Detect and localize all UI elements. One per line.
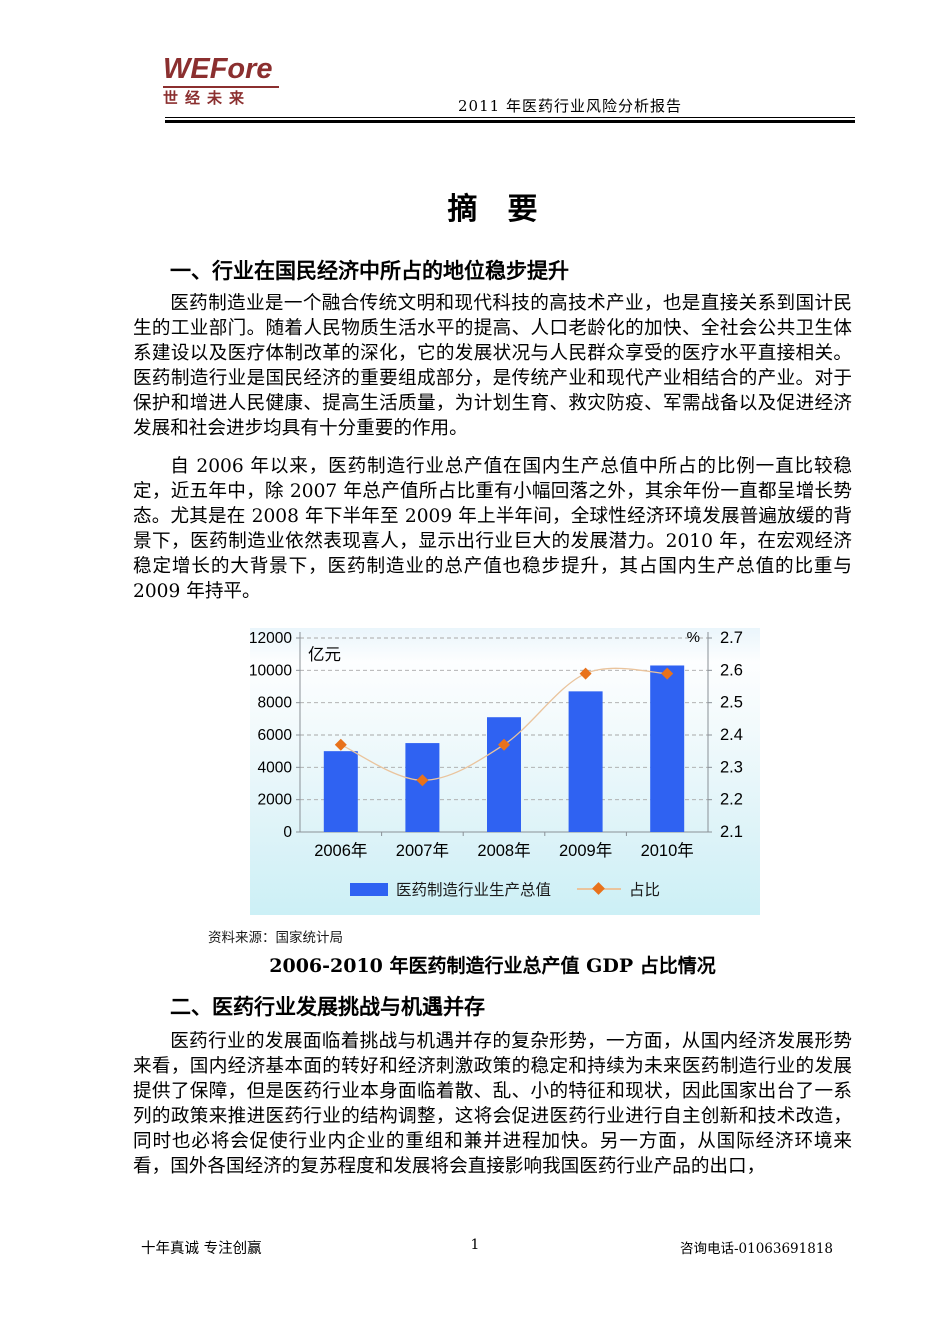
paragraph: 医药制造业是一个融合传统文明和现代科技的高技术产业，也是直接关系到国计民生的工业…: [133, 293, 852, 439]
svg-text:2007年: 2007年: [396, 841, 449, 860]
logo-en-text: WEFore: [163, 53, 273, 85]
svg-text:2.3: 2.3: [720, 758, 743, 776]
chart-source: 资料来源：国家统计局: [208, 930, 343, 946]
svg-text:6000: 6000: [258, 727, 293, 744]
legend-line-label: 占比: [629, 882, 661, 899]
svg-text:2.7: 2.7: [720, 629, 743, 647]
logo-underline: [163, 86, 279, 88]
legend-item-line: 占比: [577, 878, 660, 900]
svg-text:12000: 12000: [250, 630, 292, 647]
svg-text:2008年: 2008年: [477, 841, 530, 860]
section-1-heading: 一、行业在国民经济中所占的地位稳步提升: [170, 260, 569, 283]
chart-container: 0 2000 4000 6000 8000 10000 12000 2.1 2.2 2.3 2.4 2…: [250, 628, 760, 915]
line-diamond-swatch-icon: [577, 882, 621, 895]
page-footer: 十年真诚 专注创赢 1 咨询电话-01063691818: [0, 1237, 950, 1257]
page-number: 1: [470, 1237, 480, 1253]
svg-text:8000: 8000: [258, 695, 293, 712]
wefore-logo: WEFore 世经未来: [163, 55, 279, 106]
section-2-heading: 二、医药行业发展挑战与机遇并存: [170, 996, 485, 1019]
legend-item-bar: 医药制造行业生产总值: [349, 878, 551, 900]
combo-chart-svg: 0 2000 4000 6000 8000 10000 12000 2.1 2.2 2.3 2.4 2…: [250, 629, 743, 860]
svg-text:2.4: 2.4: [720, 726, 743, 744]
logo-cn-text: 世经未来: [163, 90, 252, 107]
bar-swatch-icon: [349, 882, 388, 896]
svg-text:2.2: 2.2: [720, 791, 743, 809]
footer-phone: 咨询电话-01063691818: [679, 1241, 833, 1257]
svg-text:%: %: [687, 629, 700, 646]
paragraph: 自 2006 年以来，医药制造行业总产值在国内生产总值中所占的比例一直比较稳定，…: [133, 456, 852, 602]
footer-slogan: 十年真诚 专注创赢: [141, 1241, 262, 1257]
header-rule-thin: [165, 117, 855, 118]
page-title: 摘 要: [447, 193, 538, 226]
chart-legend: 医药制造行业生产总值 占比: [250, 878, 760, 900]
svg-text:亿元: 亿元: [308, 645, 341, 664]
header-rule-thick: [165, 120, 855, 123]
svg-text:0: 0: [283, 824, 292, 841]
header-report-title: 2011 年医药行业风险分析报告: [458, 97, 682, 115]
svg-text:2.1: 2.1: [720, 823, 743, 841]
svg-text:2010年: 2010年: [641, 841, 694, 860]
legend-bar-label: 医药制造行业生产总值: [395, 882, 551, 899]
svg-text:2.5: 2.5: [720, 694, 743, 712]
paragraph: 医药行业的发展面临着挑战与机遇并存的复杂形势，一方面，从国内经济发展形势来看，国…: [133, 1031, 852, 1177]
svg-text:2000: 2000: [258, 792, 293, 809]
svg-text:10000: 10000: [250, 662, 292, 679]
svg-text:2006年: 2006年: [314, 841, 367, 860]
svg-text:2009年: 2009年: [559, 841, 612, 860]
svg-text:4000: 4000: [258, 759, 293, 776]
chart-caption: 2006-2010 年医药制造行业总产值 GDP 占比情况: [269, 955, 716, 977]
svg-text:2.6: 2.6: [720, 661, 743, 679]
